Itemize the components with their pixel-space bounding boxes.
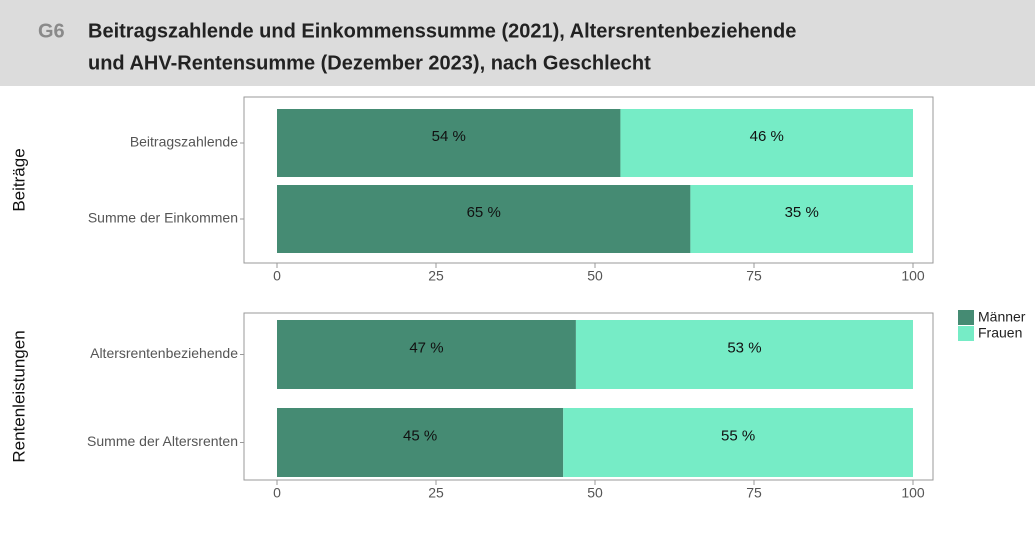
- y-tick-label: Beitragszahlende: [130, 134, 238, 150]
- y-tick-label: Summe der Einkommen: [88, 210, 238, 226]
- value-label: 47 %: [409, 339, 443, 356]
- x-tick-label: 0: [273, 268, 281, 284]
- x-tick-label: 50: [587, 268, 603, 284]
- bar: [277, 320, 576, 389]
- legend-swatch: [958, 310, 974, 325]
- chart-title: Beitragszahlende und Einkommenssumme (20…: [88, 20, 796, 42]
- x-tick-label: 75: [746, 268, 762, 284]
- x-tick-label: 100: [901, 268, 925, 284]
- facet-label: Rentenleistungen: [9, 330, 28, 462]
- bar: [575, 320, 913, 389]
- value-label: 53 %: [727, 339, 761, 356]
- value-label: 55 %: [721, 427, 755, 444]
- value-label: 54 %: [432, 128, 466, 145]
- y-tick-label: Summe der Altersrenten: [87, 433, 238, 449]
- x-tick-label: 100: [901, 485, 925, 501]
- header-band: [0, 0, 1035, 86]
- legend-label: Frauen: [978, 325, 1022, 341]
- x-tick-label: 25: [428, 485, 444, 501]
- chart-code: G6: [38, 20, 65, 42]
- bar: [277, 185, 691, 253]
- x-tick-label: 50: [587, 485, 603, 501]
- bar: [620, 109, 913, 177]
- y-tick-label: Altersrentenbeziehende: [90, 345, 238, 361]
- plot-border: [243, 312, 934, 481]
- value-label: 46 %: [750, 128, 784, 145]
- bar: [690, 185, 913, 253]
- value-label: 35 %: [785, 204, 819, 221]
- x-tick-label: 25: [428, 268, 444, 284]
- x-tick-label: 75: [746, 485, 762, 501]
- facet-label: Beiträge: [9, 148, 28, 211]
- x-tick-label: 0: [273, 485, 281, 501]
- value-label: 65 %: [467, 204, 501, 221]
- bar: [563, 408, 913, 477]
- value-label: 45 %: [403, 427, 437, 444]
- legend-swatch: [958, 326, 974, 341]
- legend-label: Männer: [978, 309, 1026, 325]
- chart-title: und AHV-Rentensumme (Dezember 2023), nac…: [88, 52, 651, 74]
- bar: [277, 109, 621, 177]
- plot-border: [243, 96, 934, 264]
- bar: [277, 408, 564, 477]
